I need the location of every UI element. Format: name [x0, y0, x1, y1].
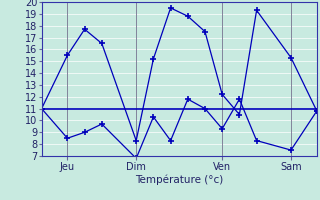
X-axis label: Température (°c): Température (°c) — [135, 174, 223, 185]
